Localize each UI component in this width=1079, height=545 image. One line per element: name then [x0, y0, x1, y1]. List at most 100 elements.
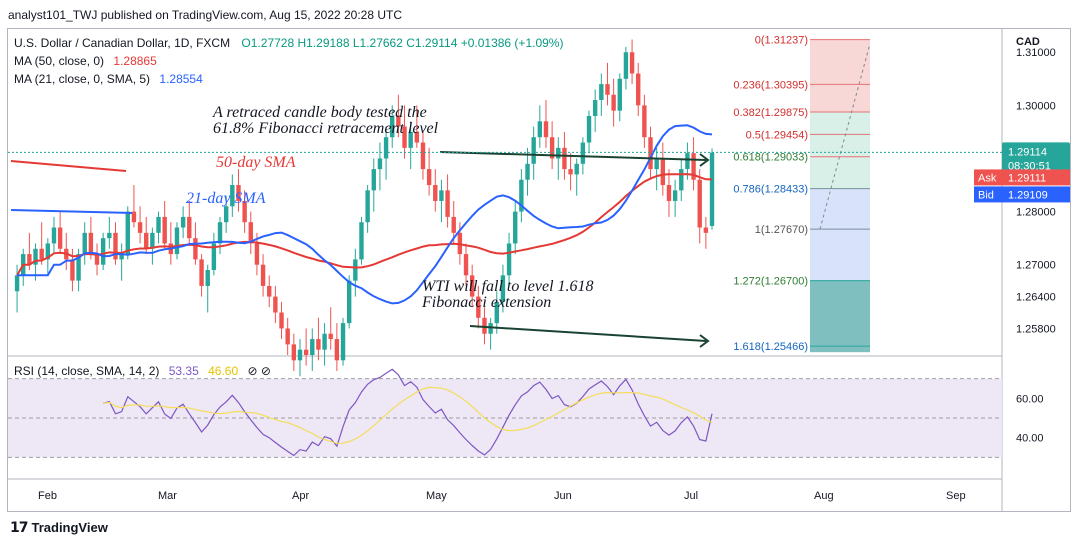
chart-svg[interactable]: 0(1.31237) 0.236(1.30395) 0.382(1.29875) 0.… [8, 29, 1070, 511]
candle-body [279, 312, 284, 329]
currency-label: CAD [1016, 36, 1040, 48]
candle-body [513, 211, 518, 244]
candle-body [334, 339, 340, 361]
price-tick-label: 1.26400 [1016, 292, 1056, 304]
candle-body [697, 179, 702, 228]
fib-level-label: 0.786(1.28433) [733, 184, 808, 196]
candle-body [100, 238, 106, 265]
candle-body [703, 227, 709, 233]
fib-level-label: 1.618(1.25466) [733, 341, 808, 353]
time-tick-label: Apr [292, 490, 309, 502]
candle-body [709, 152, 715, 226]
candle-body [482, 317, 487, 334]
tradingview-footer[interactable]: 𝟭𝟳 TradingView [10, 519, 108, 536]
annotation-retrace-line1: A retraced candle body tested the [212, 104, 427, 121]
candle-body [562, 147, 567, 170]
candle-body [580, 142, 586, 164]
candle-body [488, 323, 493, 334]
fibonacci-tool[interactable]: 0(1.31237) 0.236(1.30395) 0.382(1.29875) 0.… [733, 35, 871, 354]
candle-body [70, 259, 75, 281]
moving-averages [16, 124, 713, 305]
candle-body [654, 158, 659, 170]
candle-body [150, 232, 155, 249]
time-tick-label: Aug [814, 490, 834, 502]
candle-body [359, 222, 364, 260]
candle-body [679, 169, 684, 191]
candle-body [531, 137, 536, 164]
candle-body [187, 216, 192, 239]
candle-body [445, 190, 450, 217]
candle-body [260, 264, 266, 286]
candle-body [390, 115, 395, 138]
candles [14, 39, 715, 377]
candle-body [556, 147, 561, 159]
time-tick-label: May [426, 490, 447, 502]
candle-body [57, 227, 63, 249]
candle-body [236, 185, 241, 201]
legend-symbol: U.S. Dollar / Canadian Dollar, 1D, FXCM … [14, 36, 563, 50]
bid-value: 1.29109 [1008, 189, 1048, 201]
candle-body [599, 84, 604, 101]
legend: U.S. Dollar / Canadian Dollar, 1D, FXCM … [14, 36, 563, 378]
candle-body [568, 169, 573, 175]
fib-level-label: 0.236(1.30395) [733, 79, 808, 91]
candle-body [199, 259, 204, 286]
ask-value: 1.29111 [1008, 172, 1046, 184]
candle-body [14, 275, 20, 292]
arrowhead-extension [699, 334, 710, 348]
candle-body [322, 333, 327, 350]
candle-body [685, 153, 690, 170]
candle-body [377, 158, 383, 170]
candle-body [254, 243, 260, 265]
candle-body [666, 185, 672, 201]
candle-body [88, 232, 94, 255]
ask-badge [974, 169, 1070, 186]
candle-body [691, 153, 696, 180]
ma21-line [17, 124, 713, 305]
candle-body [549, 137, 555, 159]
candle-body [119, 254, 124, 260]
rsi-pane [8, 368, 1002, 458]
candle-body [27, 254, 32, 265]
candle-body [242, 200, 247, 223]
candle-body [248, 222, 253, 244]
candle-body [125, 211, 130, 255]
time-tick-label: Jul [684, 490, 698, 502]
candle-body [574, 163, 579, 175]
candle-body [543, 121, 549, 138]
tradingview-brand: TradingView [31, 520, 108, 535]
candle-body [39, 248, 44, 260]
publisher-header: analyst101_TWJ published on TradingView.… [8, 8, 403, 22]
candle-body [408, 131, 413, 148]
annotation-ma21: 21-day SMA [186, 190, 266, 207]
candle-body [353, 259, 358, 281]
candle-body [297, 349, 303, 361]
fib-level-label: 0(1.31237) [755, 35, 808, 47]
candle-body [217, 222, 223, 244]
candle-body [205, 270, 210, 286]
candle-body [273, 296, 278, 313]
candle-body [506, 243, 512, 276]
candle-body [439, 190, 444, 201]
legend-ma50: MA (50, close, 0) 1.28865 [14, 54, 157, 68]
price-tick-label: 1.25800 [1016, 323, 1056, 335]
candle-body [463, 254, 469, 276]
fib-level-label: 0.382(1.29875) [733, 107, 808, 119]
candle-body [660, 158, 666, 186]
candle-body [476, 296, 481, 318]
candle-body [346, 280, 352, 324]
candle-body [291, 344, 297, 361]
candle-body [383, 137, 389, 159]
price-tick-label: 1.27000 [1016, 260, 1056, 272]
candle-body [623, 52, 629, 79]
candle-body [76, 254, 81, 281]
annotation-retrace-line2: 61.8% Fibonacci retracement level [213, 120, 439, 137]
rsi-sma-line [103, 386, 713, 444]
axes: 1.310001.300001.290001.280001.270001.264… [8, 47, 1070, 502]
rsi-tick-label: 60.00 [1016, 393, 1044, 405]
candle-body [426, 169, 432, 186]
candle-body [672, 190, 678, 201]
annotation-extension-line2: Fibonacci extension [421, 294, 551, 311]
ma21-callout-line [10, 209, 133, 214]
